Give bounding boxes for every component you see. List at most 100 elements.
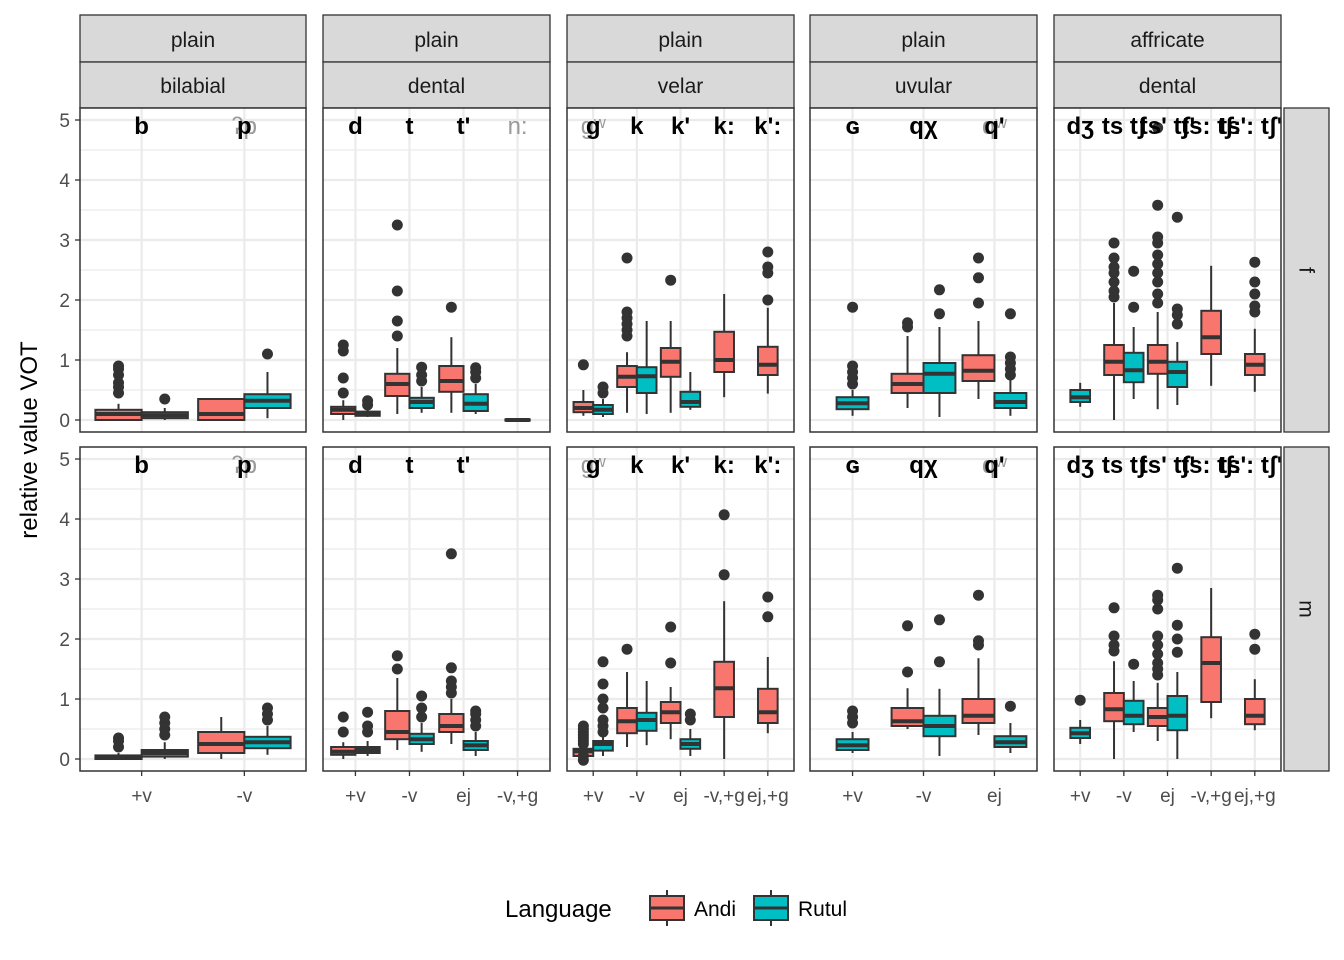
outlier-point	[1108, 285, 1120, 297]
panel-border	[809, 107, 1038, 433]
consonant-label: n:	[508, 113, 528, 140]
outlier-point	[1171, 318, 1183, 330]
outlier-point	[762, 294, 774, 306]
consonant-label: q'	[984, 113, 1004, 140]
outlier-point	[972, 589, 984, 601]
consonant-label: k	[630, 452, 644, 479]
outlier-point	[445, 662, 457, 674]
outlier-point	[933, 656, 945, 668]
consonant-label: ts': tʃ':	[1219, 113, 1290, 140]
box-andi	[1146, 344, 1169, 375]
facet-strip-manner	[322, 14, 551, 63]
outlier-point	[113, 360, 125, 372]
outlier-point	[337, 372, 349, 384]
consonant-label: k'	[671, 113, 690, 140]
panel-border	[79, 446, 307, 772]
consonant-label: q'	[984, 452, 1004, 479]
x-tick-label: ej	[987, 786, 1002, 807]
facet-strip-manner-label: plain	[414, 29, 458, 52]
box-rutul	[1122, 351, 1145, 384]
outlier-point	[1152, 267, 1164, 279]
box-andi	[438, 713, 465, 733]
outlier-point	[1152, 657, 1164, 669]
facet-strip-manner-label: plain	[901, 29, 945, 52]
outlier-point	[902, 666, 914, 678]
outlier-point	[1004, 351, 1016, 363]
y-tick-label: 0	[59, 750, 70, 771]
legend-label-rutul: Rutul	[798, 898, 847, 921]
outlier-point	[391, 315, 403, 327]
facet-strip-place-label: dental	[408, 75, 465, 98]
outlier-point	[1249, 276, 1261, 288]
outlier-point	[1108, 630, 1120, 642]
facet-strip-manner	[809, 14, 1038, 63]
x-tick-label: -v,+g	[497, 786, 538, 807]
x-tick-label: -v	[629, 786, 645, 807]
outlier-point	[933, 614, 945, 626]
outlier-point	[391, 330, 403, 342]
outlier-point	[1171, 562, 1183, 574]
outlier-point	[1108, 261, 1120, 273]
outlier-point	[597, 656, 609, 668]
outlier-point	[1152, 231, 1164, 243]
facet-strip-sex	[1283, 446, 1330, 772]
outlier-point	[416, 711, 428, 723]
outlier-point	[597, 702, 609, 714]
consonant-label: dʒ	[1067, 452, 1095, 479]
outlier-point	[1152, 249, 1164, 261]
x-tick-label: +v	[1070, 786, 1091, 807]
outlier-point	[972, 635, 984, 647]
outlier-point	[1171, 646, 1183, 658]
outlier-point	[847, 360, 859, 372]
outlier-point	[621, 643, 633, 655]
x-tick-label: -v,+g	[1190, 786, 1231, 807]
x-tick-label: +v	[345, 786, 366, 807]
outlier-point	[665, 657, 677, 669]
outlier-point	[1171, 303, 1183, 315]
y-tick-label: 2	[59, 630, 70, 651]
outlier-point	[597, 678, 609, 690]
consonant-label: ts' tʃ'	[1140, 452, 1195, 479]
facet-strip-manner	[1053, 14, 1282, 63]
consonant-label: ts tʃ	[1102, 113, 1147, 140]
outlier-point	[621, 252, 633, 264]
outlier-point	[416, 702, 428, 714]
consonant-label: dʒ	[1067, 113, 1095, 140]
outlier-point	[972, 252, 984, 264]
x-tick-label: -v	[402, 786, 418, 807]
y-tick-label: 4	[59, 510, 70, 531]
consonant-label: t'	[457, 452, 471, 479]
outlier-point	[1249, 628, 1261, 640]
y-tick-label: 4	[59, 171, 70, 192]
consonant-label: k':	[754, 113, 781, 140]
consonant-label: ts: tʃ:	[1181, 452, 1241, 479]
facet-strip-place-label: velar	[658, 75, 704, 98]
outlier-point	[337, 726, 349, 738]
legend-title: Language	[505, 896, 612, 923]
facet-strip-sex-label: m	[1295, 600, 1318, 618]
outlier-point	[337, 711, 349, 723]
box-andi	[1243, 698, 1266, 726]
consonant-label: ɢ	[846, 452, 860, 479]
outlier-point	[391, 285, 403, 297]
outlier-point	[261, 702, 273, 714]
x-tick-label: -v,+g	[703, 786, 744, 807]
outlier-point	[1152, 258, 1164, 270]
outlier-point	[665, 621, 677, 633]
consonant-label: ts': tʃ':	[1219, 452, 1290, 479]
y-tick-label: 1	[59, 351, 70, 372]
outlier-point	[762, 261, 774, 273]
consonant-label: gʷ	[581, 452, 606, 479]
outlier-point	[1128, 301, 1140, 313]
outlier-point	[577, 359, 589, 371]
outlier-point	[445, 675, 457, 687]
outlier-point	[1108, 276, 1120, 288]
y-tick-label: 3	[59, 570, 70, 591]
box-rutul	[1122, 699, 1145, 726]
outlier-point	[1152, 603, 1164, 615]
outlier-point	[1128, 265, 1140, 277]
outlier-point	[1152, 276, 1164, 288]
consonant-label: ɢ	[846, 113, 860, 140]
outlier-point	[665, 274, 677, 286]
box-rutul	[679, 390, 702, 408]
